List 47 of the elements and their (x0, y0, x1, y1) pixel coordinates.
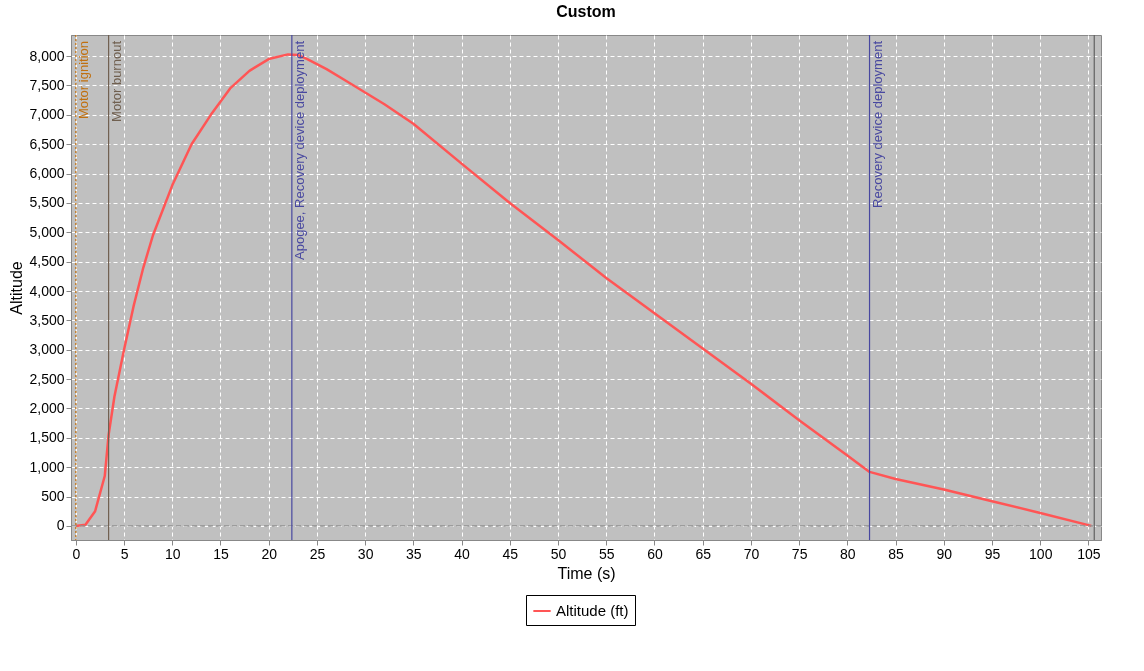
y-tick-label: 3,500 (29, 311, 65, 328)
x-tick-label: 70 (743, 545, 760, 562)
y-tick-label: 2,000 (29, 399, 65, 416)
y-tick-label: 500 (41, 488, 65, 505)
y-tick-label: 5,000 (29, 223, 65, 240)
chart-title: Custom (556, 3, 616, 21)
x-tick-label: 50 (550, 545, 567, 562)
x-axis-title: Time (s) (557, 564, 616, 582)
y-tick-label: 1,000 (29, 458, 65, 475)
x-tick-label: 20 (261, 545, 278, 562)
x-tick-label: 95 (984, 545, 1001, 562)
x-tick-label: 0 (72, 545, 81, 562)
ref-line-label: Apogee, Recovery device deployment (291, 40, 307, 260)
x-tick-label: 105 (1077, 545, 1101, 562)
y-tick-label: 1,500 (29, 429, 65, 446)
x-tick-label: 15 (213, 545, 229, 562)
x-tick-label: 90 (936, 545, 953, 562)
x-tick-label: 100 (1029, 545, 1053, 562)
ref-line-label: Motor ignition (75, 41, 91, 120)
ref-line-label: Motor burnout (108, 40, 124, 122)
legend-label: Altitude (ft) (556, 602, 629, 619)
y-tick-label: 7,500 (29, 77, 65, 93)
x-tick-label: 60 (647, 545, 663, 562)
x-tick-label: 40 (454, 545, 471, 562)
x-tick-label: 85 (888, 545, 905, 562)
y-axis-title: Altitude (8, 261, 26, 315)
y-tick-label: 4,000 (29, 282, 65, 299)
x-tick-label: 80 (840, 545, 856, 562)
x-tick-label: 55 (598, 545, 615, 562)
y-tick-label: 5,500 (29, 194, 65, 211)
y-tick-label: 3,000 (29, 341, 65, 358)
y-tick-label: 6,500 (29, 135, 65, 152)
y-tick-label: 2,500 (29, 370, 65, 387)
x-tick-label: 5 (120, 545, 129, 562)
x-tick-label: 10 (164, 545, 181, 562)
x-tick-label: 30 (357, 545, 374, 562)
ref-line-label: Recovery device deployment (869, 40, 885, 208)
y-tick-label: 0 (56, 517, 65, 534)
y-tick-label: 8,000 (29, 47, 65, 64)
x-tick-label: 25 (309, 545, 326, 562)
x-tick-label: 65 (695, 545, 712, 562)
y-tick-label: 7,000 (29, 106, 65, 123)
x-tick-label: 35 (406, 545, 422, 562)
x-tick-label: 75 (791, 545, 808, 562)
x-tick-label: 45 (502, 545, 519, 562)
y-tick-label: 6,000 (29, 165, 65, 182)
y-tick-label: 4,500 (29, 253, 65, 270)
